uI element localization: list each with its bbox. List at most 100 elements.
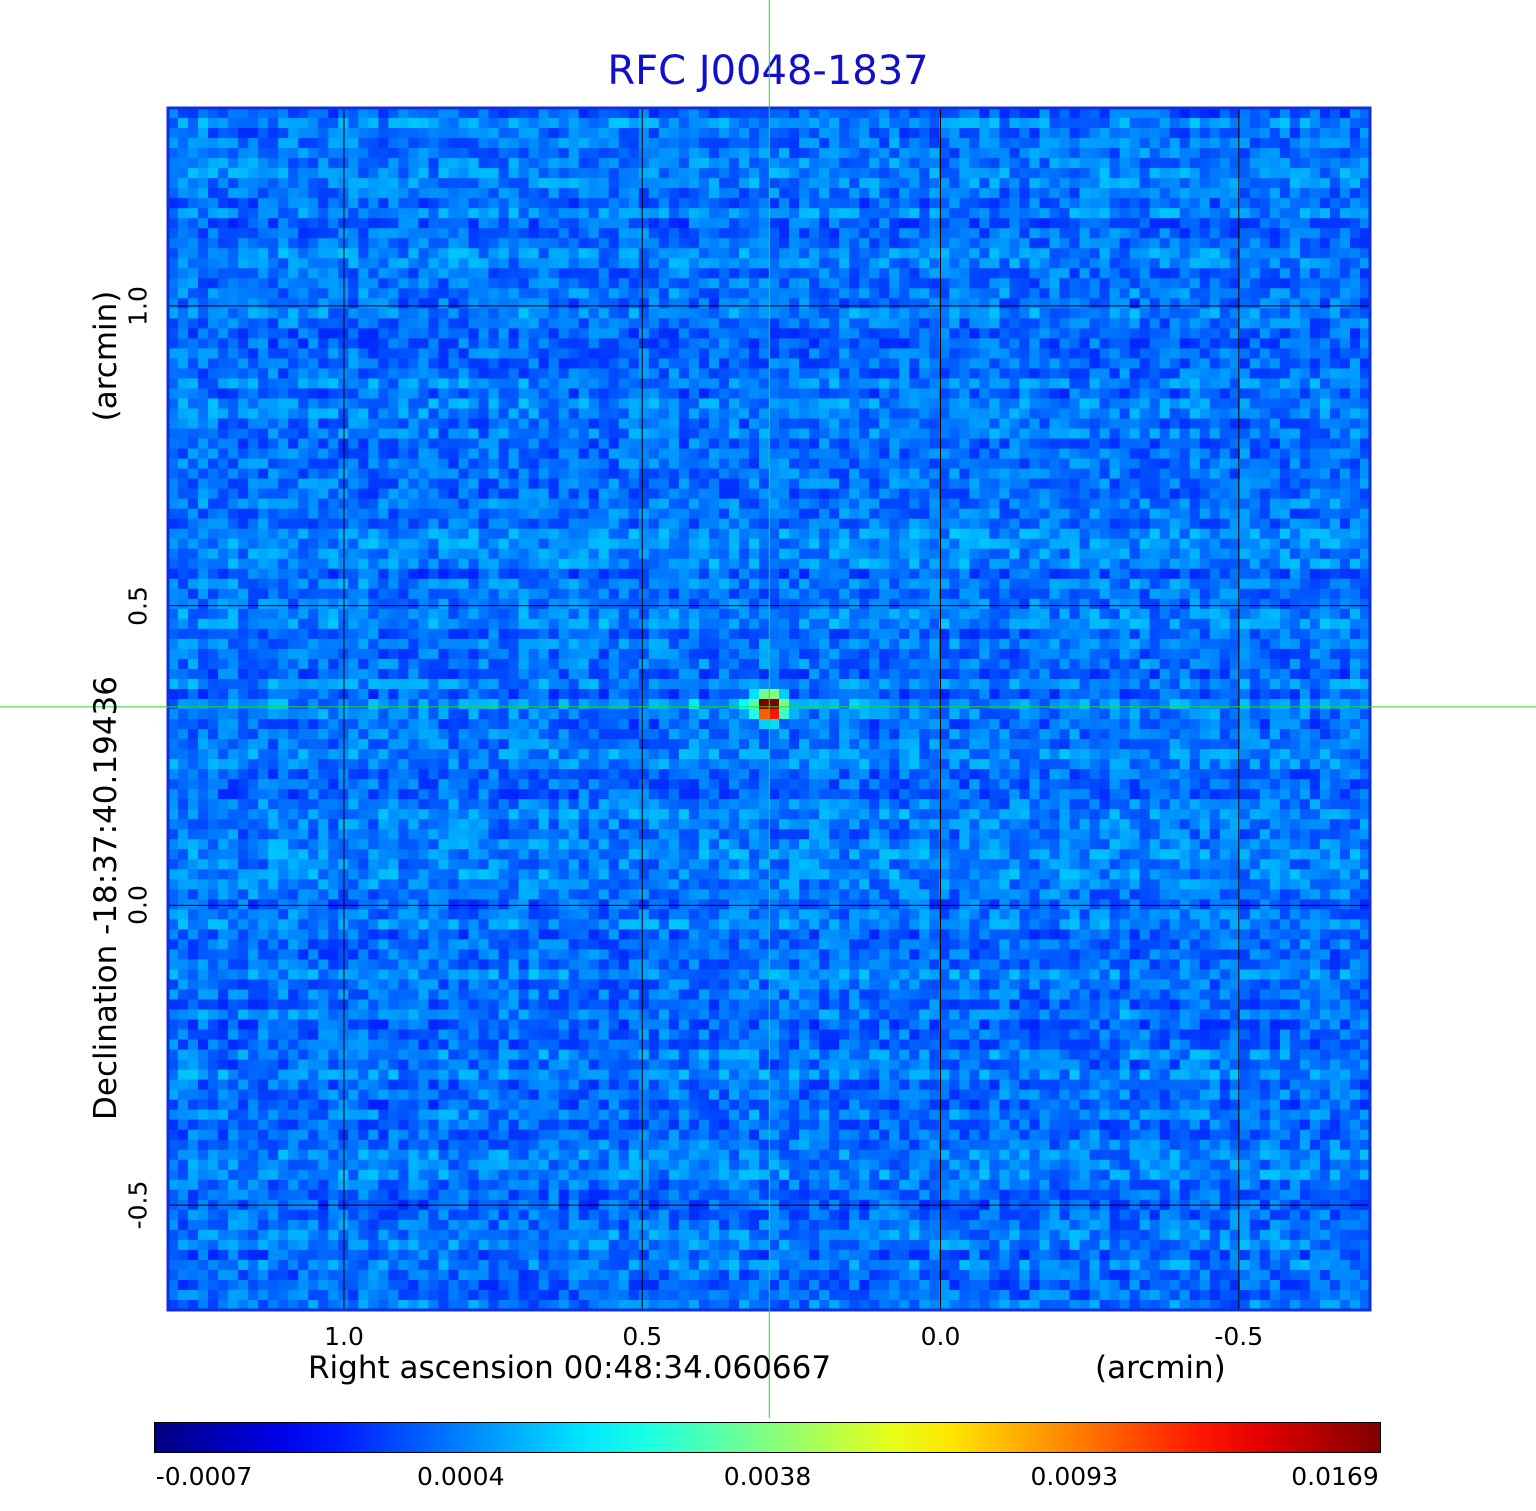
heatmap-cell bbox=[178, 508, 189, 520]
heatmap-cell bbox=[628, 358, 640, 370]
heatmap-cell bbox=[538, 438, 550, 450]
heatmap-cell bbox=[809, 228, 820, 239]
heatmap-cell bbox=[1219, 228, 1231, 239]
heatmap-cell bbox=[678, 278, 690, 289]
heatmap-cell bbox=[648, 138, 660, 149]
heatmap-cell bbox=[488, 388, 500, 400]
heatmap-cell bbox=[568, 358, 580, 370]
heatmap-cell bbox=[578, 138, 590, 149]
heatmap-cell bbox=[1329, 368, 1341, 380]
heatmap-cell bbox=[578, 498, 590, 510]
heatmap-cell bbox=[1329, 438, 1341, 450]
heatmap-cell bbox=[939, 138, 950, 149]
heatmap-cell bbox=[1129, 238, 1141, 249]
heatmap-cell bbox=[919, 178, 930, 189]
heatmap-cell bbox=[779, 478, 790, 490]
heatmap-cell bbox=[428, 168, 440, 179]
heatmap-cell bbox=[969, 488, 980, 500]
heatmap-cell bbox=[1099, 328, 1111, 339]
heatmap-cell bbox=[849, 268, 860, 279]
heatmap-cell bbox=[819, 458, 830, 470]
heatmap-cell bbox=[1299, 508, 1311, 520]
heatmap-cell bbox=[678, 318, 690, 329]
heatmap-cell bbox=[1299, 468, 1311, 480]
heatmap-cell bbox=[1099, 318, 1111, 329]
heatmap-cell bbox=[1139, 218, 1151, 229]
heatmap-cell bbox=[939, 118, 950, 129]
heatmap-cell bbox=[919, 358, 930, 370]
heatmap-cell bbox=[1279, 278, 1291, 289]
heatmap-cell bbox=[949, 418, 960, 430]
heatmap-cell bbox=[208, 258, 219, 269]
heatmap-cell bbox=[608, 428, 620, 440]
heatmap-cell bbox=[1239, 458, 1251, 470]
heatmap-cell bbox=[708, 428, 720, 440]
heatmap-cell bbox=[809, 478, 820, 490]
heatmap-cell bbox=[578, 148, 590, 159]
heatmap-cell bbox=[588, 438, 600, 450]
heatmap-cell bbox=[598, 388, 610, 400]
heatmap-cell bbox=[889, 108, 900, 119]
heatmap-cell bbox=[989, 438, 1000, 450]
heatmap-cell bbox=[688, 328, 700, 339]
heatmap-cell bbox=[228, 498, 239, 510]
heatmap-cell bbox=[1019, 128, 1031, 139]
heatmap-cell bbox=[438, 208, 450, 219]
heatmap-cell bbox=[809, 268, 820, 279]
heatmap-cell bbox=[1259, 198, 1271, 209]
heatmap-cell bbox=[1249, 328, 1261, 339]
heatmap-cell bbox=[408, 458, 420, 470]
heatmap-cell bbox=[1269, 508, 1281, 520]
heatmap-cell bbox=[578, 198, 590, 209]
heatmap-cell bbox=[859, 118, 870, 129]
heatmap-cell bbox=[668, 378, 680, 390]
heatmap-cell bbox=[829, 388, 840, 400]
heatmap-cell bbox=[698, 238, 710, 249]
heatmap-cell bbox=[1359, 118, 1371, 129]
heatmap-cell bbox=[388, 498, 399, 510]
heatmap-cell bbox=[929, 138, 940, 149]
heatmap-cell bbox=[298, 408, 309, 420]
heatmap-cell bbox=[638, 338, 650, 349]
heatmap-cell bbox=[779, 248, 790, 259]
heatmap-cell bbox=[178, 468, 189, 480]
heatmap-cell bbox=[168, 348, 179, 360]
heatmap-cell bbox=[388, 378, 399, 390]
heatmap-cell bbox=[929, 298, 940, 309]
heatmap-cell bbox=[899, 148, 910, 159]
heatmap-cell bbox=[769, 478, 780, 490]
heatmap-cell bbox=[1099, 458, 1111, 470]
heatmap-cell bbox=[688, 428, 700, 440]
heatmap-cell bbox=[1279, 348, 1291, 360]
heatmap-cell bbox=[1199, 408, 1211, 420]
heatmap-cell bbox=[1189, 458, 1201, 470]
heatmap-cell bbox=[228, 268, 239, 279]
heatmap-cell bbox=[909, 328, 920, 339]
heatmap-cell bbox=[859, 438, 870, 450]
heatmap-cell bbox=[1079, 478, 1091, 490]
heatmap-cell bbox=[348, 388, 359, 400]
heatmap-cell bbox=[1269, 388, 1281, 400]
heatmap-cell bbox=[588, 348, 600, 360]
heatmap-cell bbox=[929, 448, 940, 460]
heatmap-cell bbox=[959, 338, 970, 349]
heatmap-cell bbox=[1139, 428, 1151, 440]
heatmap-cell bbox=[1019, 288, 1031, 299]
heatmap-cell bbox=[939, 178, 950, 189]
heatmap-cell bbox=[518, 418, 530, 430]
heatmap-cell bbox=[388, 388, 399, 400]
heatmap-cell bbox=[728, 518, 740, 530]
heatmap-cell bbox=[1279, 338, 1291, 349]
heatmap-cell bbox=[358, 428, 369, 440]
heatmap-cell bbox=[238, 428, 249, 440]
heatmap-cell bbox=[268, 278, 279, 289]
heatmap-cell bbox=[198, 138, 209, 149]
heatmap-cell bbox=[979, 248, 990, 259]
heatmap-cell bbox=[488, 398, 500, 410]
heatmap-cell bbox=[278, 458, 289, 470]
heatmap-cell bbox=[278, 248, 289, 259]
heatmap-cell bbox=[1359, 488, 1371, 500]
heatmap-cell bbox=[358, 398, 369, 410]
heatmap-cell bbox=[208, 108, 219, 119]
